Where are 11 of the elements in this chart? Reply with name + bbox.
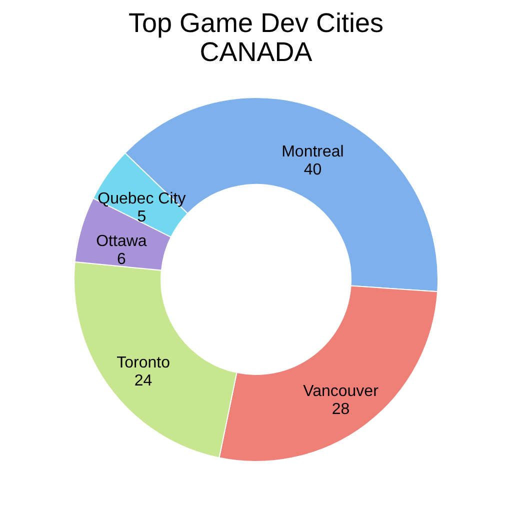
data-label: 28 bbox=[332, 400, 350, 418]
slice-label: Vancouver bbox=[303, 382, 380, 400]
chart-title: Top Game Dev Cities CANADA bbox=[128, 8, 384, 67]
slice-label: Toronto bbox=[116, 354, 170, 372]
data-label: 40 bbox=[304, 162, 322, 179]
slice-label: Montreal bbox=[282, 144, 344, 161]
data-label: 6 bbox=[116, 250, 126, 268]
slice-label: Ottawa bbox=[96, 232, 147, 250]
slice-label: Quebec City bbox=[98, 190, 186, 208]
data-label: 5 bbox=[137, 208, 146, 226]
data-label: 24 bbox=[134, 372, 152, 390]
